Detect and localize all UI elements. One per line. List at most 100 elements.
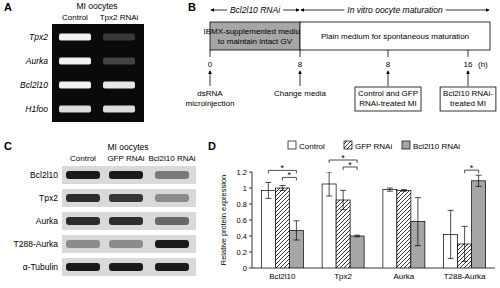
protein-label: α-Tubulin (23, 262, 59, 272)
blot-band (155, 171, 189, 179)
x-tick-label: Aurka (393, 272, 414, 281)
y-tick (249, 220, 252, 221)
y-tick (249, 204, 252, 205)
bar (275, 188, 289, 268)
event-arrow (300, 71, 301, 86)
error-bar (476, 175, 482, 186)
significance-label: * (281, 163, 285, 173)
bars (261, 172, 485, 268)
event-text: microinjection (186, 99, 235, 108)
legend-swatch (288, 141, 296, 149)
event-arrow (468, 71, 469, 86)
blot-band (109, 240, 143, 248)
medium-box (300, 22, 490, 50)
protein-label: Aurka (36, 216, 58, 226)
medium-text: to maintain intact GV (218, 37, 293, 46)
y-tick (249, 172, 252, 173)
error-bar (340, 190, 346, 209)
lane-label: Control (62, 13, 88, 22)
time-label: 8 (386, 60, 391, 69)
gel-band (59, 106, 91, 113)
blot-band (155, 240, 189, 248)
event-text: RNAi-treated MI (359, 99, 416, 108)
error-bar (265, 182, 271, 198)
gel-band (59, 82, 91, 89)
blot-strip (62, 189, 196, 207)
time-tick (300, 50, 301, 57)
blot-band (155, 194, 189, 202)
gel-band (103, 34, 135, 41)
bar (397, 190, 411, 268)
y-tick (249, 252, 252, 253)
legend-swatch (402, 141, 410, 149)
y-axis-label: Relative protein expression (219, 175, 228, 265)
blot-band (155, 263, 189, 271)
lane-label: GFP RNAi (107, 154, 144, 163)
bar-chart: 00.20.40.60.811.2Relative protein expres… (219, 141, 495, 281)
blot-band (109, 263, 143, 271)
phase-arrow (446, 10, 489, 11)
panel-label: A (4, 1, 12, 13)
blot-header: MI oocytes (107, 142, 148, 152)
x-tick-label: Tpx2 (334, 272, 352, 281)
protein-label: Tpx2 (39, 193, 58, 203)
gene-label: Tpx2 (29, 32, 48, 42)
gel (52, 24, 144, 122)
event-arrow (388, 71, 389, 86)
event-text: dsRNA (197, 89, 223, 98)
y-tick (249, 188, 252, 189)
gel-band (103, 106, 135, 113)
gene-label: H1foo (25, 104, 48, 114)
error-bar (448, 210, 454, 258)
y-tick-label: 0 (243, 264, 247, 273)
blot-strip (62, 235, 196, 253)
event-box (355, 87, 421, 111)
time-tick (468, 50, 469, 57)
gel-band (103, 58, 135, 65)
y-tick-label: 1.2 (237, 168, 247, 177)
event-text: Bcl2l10 RNAi- (443, 89, 493, 98)
event-arrow (210, 71, 211, 86)
event-text: Control and GFP (358, 89, 418, 98)
gene-label: Bcl2l10 (20, 80, 48, 90)
gel-header: MI oocytes (76, 1, 117, 11)
phase-arrow (283, 10, 299, 11)
event-text: treated MI (450, 99, 486, 108)
significance-label: * (341, 153, 345, 163)
error-bar (462, 226, 468, 261)
error-bar (401, 190, 407, 192)
lane-label: Tpx2 RNAi (100, 13, 139, 22)
time-label: 0 (208, 60, 213, 69)
blot-band (109, 171, 143, 179)
blot-strip (62, 258, 196, 276)
legend-label: Bcl2l10 RNAi (413, 142, 460, 151)
bar (322, 184, 336, 268)
legend-label: GFP RNAi (355, 142, 392, 151)
time-tick (388, 50, 389, 57)
panel-label: D (208, 140, 216, 152)
error-bar (326, 172, 332, 196)
y-tick-label: 0.4 (237, 232, 247, 241)
significance-label: * (348, 160, 352, 170)
blot-band (155, 217, 189, 225)
y-tick-label: 0.6 (237, 216, 247, 225)
lane-label: Bcl2l10 RNAi (148, 154, 195, 163)
bar (472, 181, 486, 268)
time-label: 8 (298, 60, 303, 69)
panel-label: B (188, 1, 196, 13)
error-bar (387, 188, 393, 191)
legend-label: Control (299, 142, 325, 151)
figure: A MI oocytes Control Tpx2 RNAi Tpx2 Aurka Bcl2… (0, 0, 500, 288)
bar (350, 236, 364, 268)
phase-arrow (301, 10, 344, 11)
time-label: 16 (464, 60, 473, 69)
significance-label: * (470, 163, 474, 173)
blot-band (66, 194, 100, 202)
legend-swatch (344, 141, 352, 149)
error-bar (415, 198, 421, 246)
medium-text: Plain medium for spontaneous maturation (321, 32, 469, 41)
phase-label: In vitro oocyte maturation (347, 5, 443, 15)
bar (261, 190, 275, 268)
blot-band (66, 240, 100, 248)
panel-label: C (4, 140, 12, 152)
